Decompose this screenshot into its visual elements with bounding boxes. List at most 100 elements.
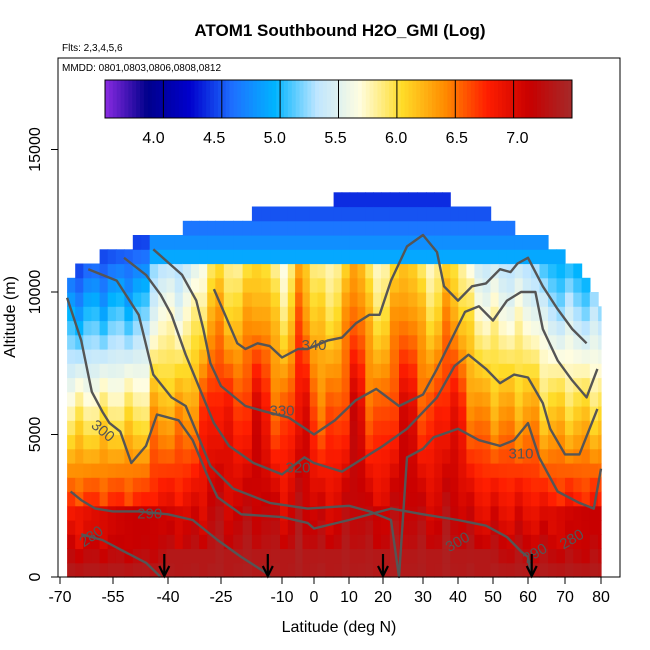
- heatmap-cell: [589, 463, 599, 478]
- colorbar-tick-label: 7.0: [506, 130, 528, 147]
- heatmap-cell: [149, 463, 159, 478]
- heatmap-cell: [75, 420, 84, 436]
- heatmap-cell: [450, 534, 459, 550]
- heatmap-cell: [287, 434, 296, 450]
- heatmap-cell: [270, 491, 281, 507]
- heatmap-cell: [287, 320, 296, 336]
- heatmap-cell: [373, 406, 382, 421]
- heatmap-cell: [207, 363, 216, 379]
- heatmap-cell: [132, 334, 142, 350]
- heatmap-cell: [434, 562, 443, 578]
- heatmap-cell: [381, 263, 391, 279]
- heatmap-cell: [365, 562, 374, 578]
- heatmap-cell: [91, 292, 101, 307]
- heatmap-cell: [325, 391, 335, 407]
- contour-label-290: 290: [137, 505, 162, 522]
- heatmap-cell: [399, 249, 409, 265]
- heatmap-cell: [166, 548, 176, 564]
- heatmap-cell: [417, 377, 427, 393]
- heatmap-cell: [174, 534, 184, 550]
- heatmap-cell: [531, 548, 541, 564]
- heatmap-cell: [442, 363, 451, 379]
- heatmap-cell: [132, 263, 142, 279]
- x-tick-label: 70: [556, 589, 574, 606]
- heatmap-cell: [539, 249, 549, 265]
- heatmap-cell: [149, 306, 159, 322]
- heatmap-cell: [450, 320, 459, 336]
- colorbar-segment: [241, 80, 246, 118]
- heatmap-cell: [287, 220, 296, 236]
- heatmap-cell: [357, 320, 366, 336]
- heatmap-cell: [573, 334, 583, 350]
- heatmap-cell: [91, 434, 101, 450]
- heatmap-cell: [75, 377, 84, 393]
- heatmap-cell: [589, 434, 599, 450]
- colorbar-segment: [556, 80, 561, 118]
- heatmap-cell: [490, 463, 500, 478]
- heatmap-cell: [522, 292, 532, 307]
- heatmap-cell: [450, 520, 459, 535]
- heatmap-cell: [349, 192, 359, 208]
- heatmap-cell: [581, 363, 591, 379]
- heatmap-cell: [458, 491, 467, 507]
- heatmap-cell: [158, 434, 168, 450]
- heatmap-cell: [556, 562, 566, 578]
- heatmap-cell: [67, 477, 76, 493]
- heatmap-cell: [373, 334, 382, 350]
- heatmap-cell: [408, 206, 418, 222]
- heatmap-cell: [67, 391, 76, 407]
- heatmap-cell: [450, 277, 459, 293]
- heatmap-cell: [317, 277, 327, 293]
- heatmap-cell: [490, 249, 500, 265]
- heatmap-cell: [426, 491, 435, 507]
- heatmap-cell: [458, 306, 467, 322]
- heatmap-cell: [317, 206, 327, 222]
- heatmap-cell: [67, 349, 76, 364]
- heatmap-cell: [474, 463, 484, 478]
- heatmap-cell: [373, 520, 382, 535]
- colorbar-tick-label: 5.0: [264, 130, 286, 147]
- heatmap-cell: [408, 534, 418, 550]
- heatmap-cell: [556, 434, 566, 450]
- colorbar-segment: [357, 80, 363, 118]
- heatmap-cell: [124, 249, 134, 265]
- heatmap-cell: [548, 377, 558, 393]
- heatmap-cell: [75, 548, 84, 564]
- heatmap-cell: [474, 420, 484, 436]
- heatmap-cell: [450, 306, 459, 322]
- heatmap-cell: [215, 463, 225, 478]
- heatmap-cell: [539, 505, 549, 521]
- heatmap-cell: [83, 320, 92, 336]
- heatmap-cell: [251, 391, 262, 407]
- heatmap-cell: [349, 520, 359, 535]
- heatmap-cell: [233, 306, 244, 322]
- heatmap-cell: [531, 249, 541, 265]
- heatmap-cell: [442, 448, 451, 464]
- heatmap-cell: [174, 420, 184, 436]
- heatmap-cell: [233, 562, 244, 578]
- heatmap-cell: [598, 320, 602, 336]
- heatmap-cell: [417, 249, 427, 265]
- heatmap-cell: [442, 505, 451, 521]
- heatmap-cell: [373, 534, 382, 550]
- colorbar-segment: [120, 80, 125, 118]
- heatmap-cell: [389, 505, 400, 521]
- heatmap-cell: [215, 320, 225, 336]
- heatmap-cell: [174, 320, 184, 336]
- heatmap-cell: [573, 349, 583, 364]
- heatmap-cell: [67, 320, 76, 336]
- heatmap-cell: [333, 391, 343, 407]
- x-tick-label: 20: [374, 589, 392, 606]
- heatmap-cell: [341, 320, 351, 336]
- heatmap-cell: [399, 263, 409, 279]
- heatmap-cell: [498, 448, 508, 464]
- colorbar-segment: [564, 80, 569, 118]
- heatmap-cell: [548, 534, 558, 550]
- heatmap-cell: [280, 534, 289, 550]
- heatmap-cell: [233, 292, 244, 307]
- heatmap-cell: [174, 562, 184, 578]
- heatmap-cell: [434, 334, 443, 350]
- colorbar-segment: [451, 80, 456, 118]
- heatmap-cell: [287, 292, 296, 307]
- heatmap-cell: [389, 420, 400, 436]
